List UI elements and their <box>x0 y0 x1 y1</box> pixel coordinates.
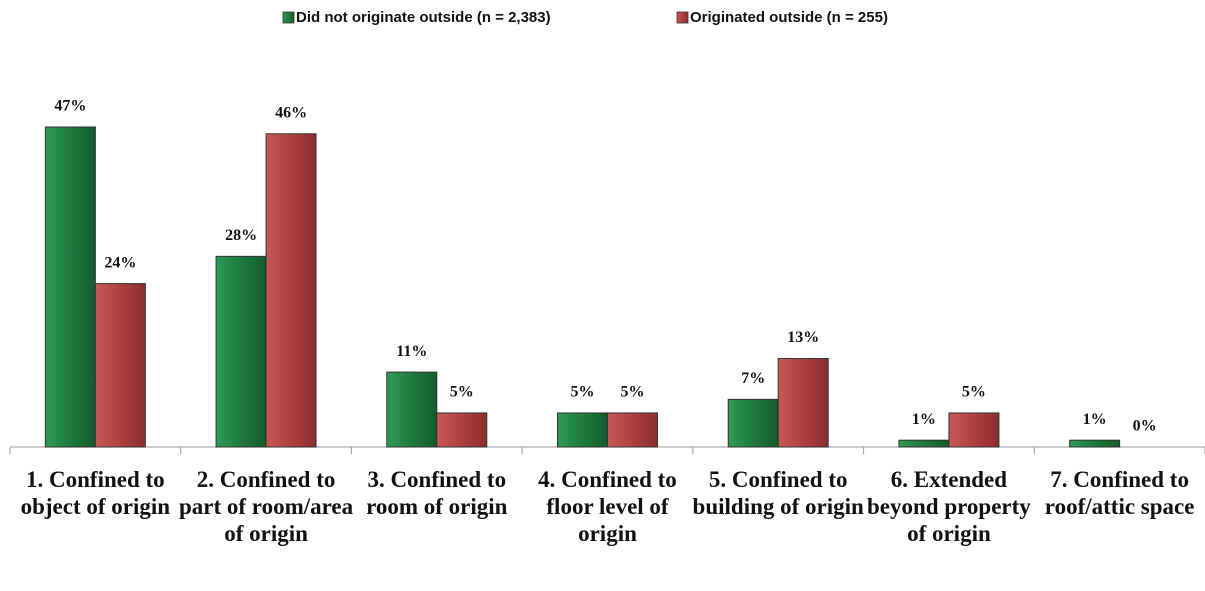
legend-swatch <box>676 11 689 24</box>
data-label: 0% <box>1133 418 1157 435</box>
data-label: 5% <box>571 384 595 401</box>
bar <box>557 412 608 448</box>
bar <box>94 283 146 448</box>
data-label: 46% <box>275 104 307 121</box>
bar <box>386 371 438 448</box>
bar <box>44 126 96 448</box>
data-label: 28% <box>225 227 257 244</box>
data-label: 11% <box>396 343 427 360</box>
category-label: 5. Confined to building of origin <box>692 467 864 519</box>
bar <box>898 439 950 448</box>
legend-label: Did not originate outside (n = 2,383) <box>296 9 551 26</box>
bar <box>215 255 267 448</box>
bar <box>436 412 488 448</box>
category-label: 4. Confined to floor level of origin <box>538 467 677 546</box>
data-label: 5% <box>621 384 645 401</box>
data-label: 24% <box>104 254 136 271</box>
category-label: 3. Confined to room of origin <box>366 467 508 519</box>
data-label: 5% <box>962 384 986 401</box>
data-label: 1% <box>912 411 936 428</box>
category-label: 2. Confined to part of room/area of orig… <box>178 467 354 546</box>
category-label: 6. Extended beyond property of origin <box>867 467 1031 546</box>
bar <box>777 357 829 448</box>
bar <box>607 412 658 448</box>
data-label: 47% <box>54 98 86 115</box>
data-label: 5% <box>450 384 474 401</box>
legend-label: Originated outside (n = 255) <box>690 9 888 26</box>
bar <box>265 133 317 448</box>
category-label: 7. Confined to roof/attic space <box>1044 467 1195 519</box>
category-label: 1. Confined to object of origin <box>20 467 171 519</box>
data-label: 7% <box>741 370 765 387</box>
bar <box>1069 439 1121 448</box>
data-label: 13% <box>787 329 819 346</box>
bar <box>948 412 1000 448</box>
data-label: 1% <box>1083 411 1107 428</box>
bar <box>727 398 779 448</box>
legend-swatch <box>282 11 295 24</box>
